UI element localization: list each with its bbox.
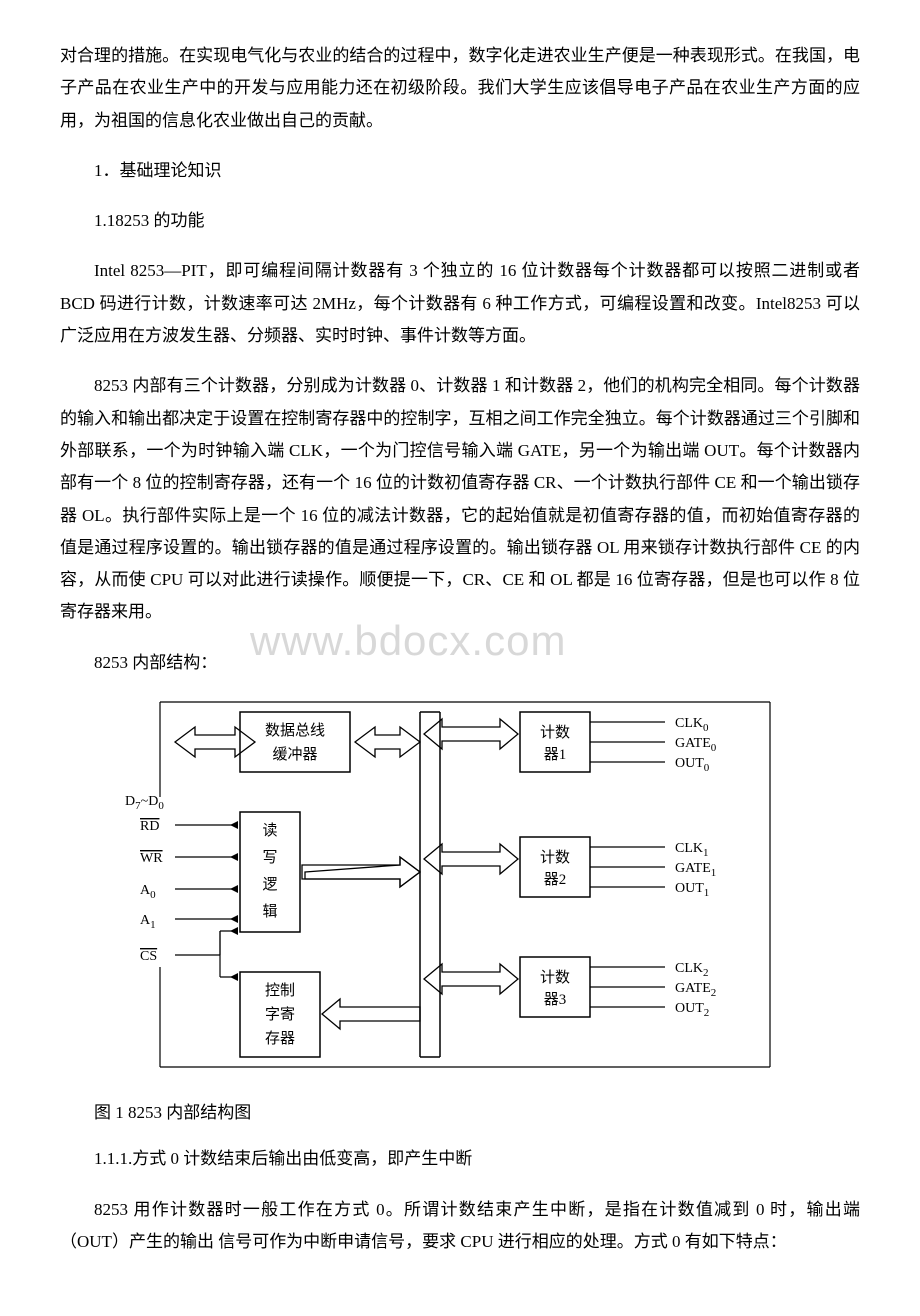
pin-a0: A0	[140, 883, 156, 901]
pin-out1: OUT1	[675, 881, 709, 899]
pin-gate1: GATE1	[675, 861, 716, 879]
pin-wr: WR	[140, 851, 163, 866]
figure-caption: 图 1 8253 内部结构图	[60, 1097, 860, 1129]
heading-1-1-1: 1.1.1.方式 0 计数结束后输出由低变高，即产生中断	[60, 1143, 860, 1175]
block-counter1-l1: 计数	[540, 724, 570, 741]
block-ctrl-l3: 存器	[265, 1030, 295, 1047]
diagram-label: 8253 内部结构：	[60, 647, 860, 679]
block-rw-l2: 写	[262, 850, 277, 866]
pin-a1: A1	[140, 913, 156, 931]
block-ctrl-l1: 控制	[265, 982, 295, 999]
block-counter3-l1: 计数	[540, 969, 570, 986]
pin-rd: RD	[140, 819, 159, 834]
heading-1: 1．基础理论知识	[60, 155, 860, 187]
pin-clk0: CLK0	[675, 716, 709, 734]
paragraph-mode0: 8253 用作计数器时一般工作在方式 0。所谓计数结束产生中断，是指在计数值减到…	[60, 1194, 860, 1259]
pin-gate0: GATE0	[675, 736, 717, 754]
block-ctrl-l2: 字寄	[265, 1005, 295, 1023]
pin-out2: OUT2	[675, 1001, 709, 1019]
paragraph-8253-detail-text: 8253 内部有三个计数器，分别成为计数器 0、计数器 1 和计数器 2，他们的…	[60, 376, 860, 621]
paragraph-8253-intro: Intel 8253—PIT，即可编程间隔计数器有 3 个独立的 16 位计数器…	[60, 255, 860, 352]
block-counter2-l2: 器2	[544, 872, 567, 888]
block-counter1-l2: 器1	[544, 747, 567, 763]
block-buffer-l1: 数据总线	[265, 722, 325, 739]
pin-clk2: CLK2	[675, 961, 709, 979]
block-rw-l1: 读	[262, 822, 277, 839]
block-buffer-l2: 缓冲器	[272, 746, 317, 763]
diagram-8253-structure: 数据总线 缓冲器 读 写 逻 辑 控制 字寄 存器	[60, 697, 860, 1077]
block-counter3-l2: 器3	[544, 992, 567, 1008]
diagram-svg: 数据总线 缓冲器 读 写 逻 辑 控制 字寄 存器	[120, 697, 820, 1077]
pin-d7d0: D7~D0	[125, 794, 164, 812]
block-counter2-l1: 计数	[540, 849, 570, 866]
pin-gate2: GATE2	[675, 981, 716, 999]
block-rw-l4: 辑	[262, 903, 277, 920]
paragraph-8253-detail: 8253 内部有三个计数器，分别成为计数器 0、计数器 1 和计数器 2，他们的…	[60, 370, 860, 628]
pin-clk1: CLK1	[675, 841, 709, 859]
pin-cs: CS	[140, 949, 157, 964]
block-rw-l3: 逻	[262, 876, 277, 893]
heading-1-1: 1.18253 的功能	[60, 205, 860, 237]
paragraph-intro: 对合理的措施。在实现电气化与农业的结合的过程中，数字化走进农业生产便是一种表现形…	[60, 40, 860, 137]
pin-out0: OUT0	[675, 756, 710, 774]
